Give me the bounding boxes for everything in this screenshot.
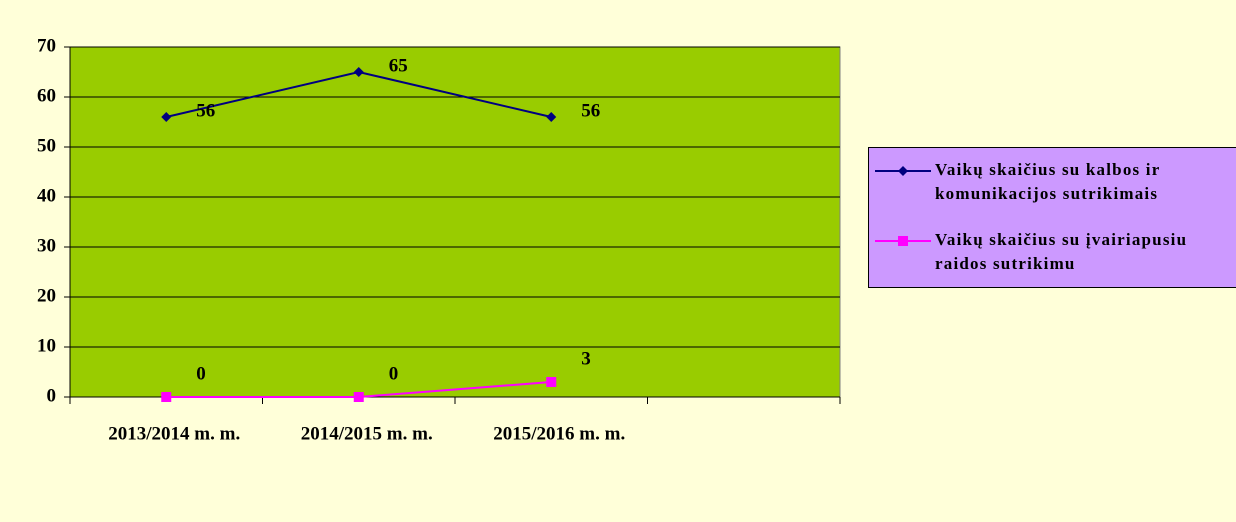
data-label: 0 [389,363,399,384]
data-label: 56 [581,100,600,121]
legend-swatch [875,166,931,176]
legend-marker [898,166,908,176]
x-tick-label: 2014/2015 m. m. [301,423,433,444]
y-tick-label: 40 [37,185,56,206]
marker [161,392,172,402]
x-tick-label: 2013/2014 m. m. [108,423,240,444]
y-tick-label: 50 [37,135,56,156]
data-label: 3 [581,348,591,369]
legend-marker [898,236,908,246]
marker [353,392,364,402]
y-tick-label: 70 [37,35,56,56]
legend: Vaikų skaičius su kalbos ir komunikacijo… [868,147,1236,288]
plot-area [69,46,841,398]
marker [546,112,557,122]
legend-label: Vaikų skaičius su įvairiapusiu raidos su… [935,230,1188,273]
x-tick-label: 2015/2016 m. m. [493,423,625,444]
marker [353,67,364,77]
data-label: 56 [196,100,215,121]
y-tick-label: 30 [37,235,56,256]
y-tick-label: 0 [47,385,57,406]
legend-swatch [875,236,931,246]
y-tick-label: 10 [37,335,56,356]
data-label: 65 [389,55,408,76]
marker [546,377,557,387]
marker [161,112,172,122]
y-tick-label: 60 [37,85,56,106]
legend-label: Vaikų skaičius su kalbos ir komunikacijo… [935,160,1161,203]
y-tick-label: 20 [37,285,56,306]
data-label: 0 [196,363,206,384]
